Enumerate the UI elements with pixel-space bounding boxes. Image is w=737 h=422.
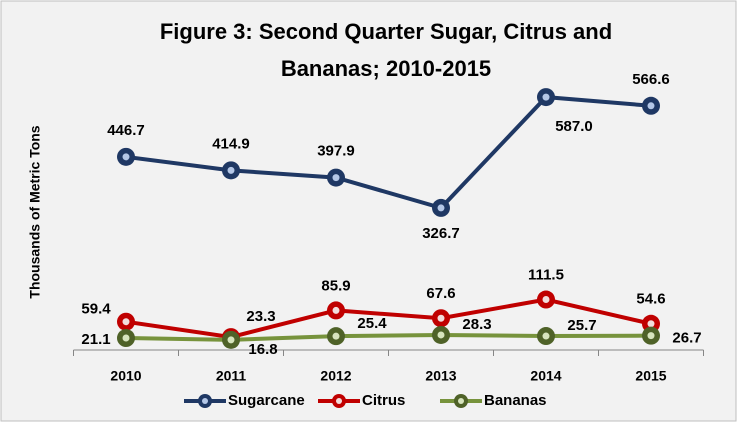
data-label: 25.4 [357, 315, 387, 332]
series-line [125, 332, 652, 342]
point-marker-inner [437, 314, 445, 322]
point-marker-inner [647, 320, 655, 328]
point-marker-inner [437, 204, 445, 212]
x-tick-label: 2015 [635, 368, 666, 384]
point-marker-inner [542, 332, 550, 340]
point-marker-inner [332, 174, 340, 182]
point-marker-inner [122, 334, 130, 342]
point-marker-inner [227, 166, 235, 174]
point-marker-inner [122, 153, 130, 161]
legend-label: Sugarcane [228, 392, 305, 409]
point-marker-inner [332, 332, 340, 340]
data-label: 397.9 [317, 143, 355, 160]
series-line [125, 297, 652, 340]
data-label: 16.8 [248, 341, 277, 358]
legend-marker-inner [336, 398, 342, 404]
point-marker-inner [227, 336, 235, 344]
data-label: 67.6 [426, 285, 455, 302]
x-tick-label: 2010 [110, 368, 141, 384]
chart-title: Bananas; 2010-2015 [281, 56, 491, 81]
legend-marker-inner [458, 398, 464, 404]
title-line: Bananas; 2010-2015 [281, 56, 491, 81]
data-label: 28.3 [462, 316, 491, 333]
point-marker-inner [647, 332, 655, 340]
data-label: 59.4 [81, 301, 111, 318]
data-label: 111.5 [528, 267, 564, 284]
data-label: 23.3 [246, 308, 275, 325]
data-label: 85.9 [321, 277, 350, 294]
data-label: 326.7 [422, 225, 460, 242]
x-tick-label: 2011 [216, 368, 247, 384]
y-axis-label: Thousands of Metric Tons [27, 125, 43, 298]
data-label: 26.7 [672, 330, 701, 347]
point-marker-inner [332, 306, 340, 314]
data-label: 587.0 [555, 118, 593, 135]
data-label: 566.6 [632, 71, 670, 88]
data-label: 25.7 [567, 317, 596, 334]
legend-label: Citrus [362, 392, 405, 409]
series-line [125, 95, 652, 211]
x-tick-label: 2012 [320, 368, 351, 384]
point-marker-inner [542, 296, 550, 304]
x-tick-label: 2013 [425, 368, 456, 384]
legend-label: Bananas [484, 392, 547, 409]
chart-title: Figure 3: Second Quarter Sugar, Citrus a… [160, 19, 612, 44]
x-tick-label: 2014 [530, 368, 561, 384]
point-marker-inner [647, 102, 655, 110]
data-label: 414.9 [212, 135, 250, 152]
data-label: 54.6 [636, 291, 665, 308]
point-marker-inner [122, 318, 130, 326]
data-label: 21.1 [81, 331, 110, 348]
title-line: Figure 3: Second Quarter Sugar, Citrus a… [160, 19, 612, 44]
legend-marker-inner [202, 398, 208, 404]
data-label: 446.7 [107, 122, 145, 139]
point-marker-inner [437, 331, 445, 339]
point-marker-inner [542, 93, 550, 101]
